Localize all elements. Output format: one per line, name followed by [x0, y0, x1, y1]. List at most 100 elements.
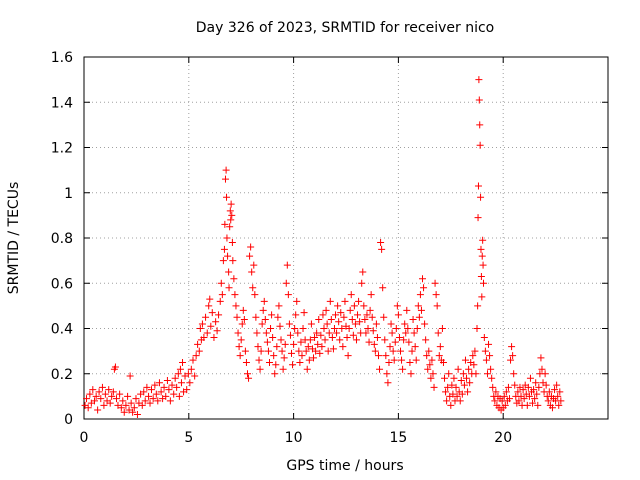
- data-point: [157, 388, 165, 396]
- data-point: [327, 315, 335, 323]
- data-point: [322, 306, 330, 314]
- y-tick-label: 0.4: [51, 322, 73, 338]
- data-point: [241, 347, 249, 355]
- data-point: [502, 388, 510, 396]
- data-point: [306, 336, 314, 344]
- data-point: [426, 361, 434, 369]
- data-point: [83, 395, 91, 403]
- data-point: [263, 338, 271, 346]
- data-point: [436, 343, 444, 351]
- data-point: [442, 388, 450, 396]
- data-point: [260, 297, 268, 305]
- data-point: [360, 302, 368, 310]
- data-point: [246, 252, 254, 260]
- data-point: [184, 370, 192, 378]
- data-point: [220, 245, 228, 253]
- data-point: [315, 315, 323, 323]
- data-point: [348, 315, 356, 323]
- x-tick-labels: 0 5 10 15 20: [80, 430, 513, 446]
- data-point: [477, 272, 485, 280]
- data-point: [389, 347, 397, 355]
- data-point: [459, 370, 467, 378]
- x-tick-label: 20: [494, 430, 512, 446]
- data-point: [269, 334, 277, 342]
- data-point: [264, 347, 272, 355]
- data-point: [206, 295, 214, 303]
- data-point: [329, 345, 337, 353]
- data-points: [81, 76, 565, 418]
- y-tick-label: 0.8: [51, 231, 73, 247]
- data-point: [514, 388, 522, 396]
- data-point: [553, 381, 561, 389]
- data-point: [226, 207, 234, 215]
- data-point: [168, 381, 176, 389]
- data-point: [284, 291, 292, 299]
- data-point: [532, 379, 540, 387]
- data-point: [511, 381, 519, 389]
- x-tick-label: 10: [285, 430, 303, 446]
- data-point: [334, 302, 342, 310]
- data-point: [227, 200, 235, 208]
- data-point: [130, 404, 138, 412]
- x-axis-label: GPS time / hours: [286, 458, 403, 474]
- data-point: [530, 386, 538, 394]
- data-point: [320, 325, 328, 332]
- data-point: [344, 352, 352, 360]
- data-point: [404, 325, 412, 332]
- data-point: [395, 334, 403, 342]
- data-point: [413, 325, 421, 332]
- data-point: [363, 311, 371, 319]
- y-tick-label: 1.6: [51, 50, 73, 66]
- data-point: [355, 297, 363, 305]
- y-tick-label: 0.2: [51, 367, 73, 383]
- data-point: [384, 379, 392, 387]
- data-point: [339, 343, 347, 351]
- data-point: [313, 329, 321, 337]
- data-point: [399, 365, 407, 373]
- data-point: [525, 392, 533, 400]
- data-point: [470, 361, 478, 369]
- data-point: [508, 343, 516, 351]
- data-point: [147, 386, 155, 394]
- data-point: [92, 392, 100, 400]
- data-point: [365, 338, 373, 346]
- data-point: [312, 347, 320, 355]
- data-point: [303, 365, 311, 373]
- data-point: [279, 365, 287, 373]
- data-point: [286, 331, 294, 339]
- data-point: [138, 401, 146, 409]
- data-point: [140, 388, 148, 396]
- data-point: [419, 275, 427, 283]
- data-point: [479, 261, 487, 269]
- data-point: [291, 325, 299, 332]
- data-point: [319, 311, 327, 319]
- data-point: [557, 397, 565, 405]
- data-point: [276, 322, 284, 330]
- data-point: [548, 404, 556, 412]
- data-point: [441, 374, 449, 382]
- data-point: [166, 397, 174, 405]
- data-point: [143, 383, 151, 391]
- data-point: [456, 397, 464, 405]
- data-point: [176, 365, 184, 373]
- data-point: [377, 239, 385, 247]
- data-point: [526, 374, 534, 382]
- data-point: [119, 397, 127, 405]
- data-point: [487, 365, 495, 373]
- data-point: [278, 347, 286, 355]
- data-point: [230, 275, 238, 283]
- data-point: [297, 338, 305, 346]
- data-point: [234, 329, 242, 337]
- data-point: [433, 302, 441, 310]
- data-point: [101, 390, 109, 398]
- data-point: [195, 347, 203, 355]
- data-point: [515, 397, 523, 405]
- data-point: [390, 356, 398, 364]
- data-point: [544, 397, 552, 405]
- data-point: [245, 374, 253, 382]
- data-point: [411, 343, 419, 351]
- data-point: [398, 356, 406, 364]
- data-point: [505, 395, 513, 403]
- data-point: [555, 401, 563, 409]
- data-point: [225, 268, 233, 276]
